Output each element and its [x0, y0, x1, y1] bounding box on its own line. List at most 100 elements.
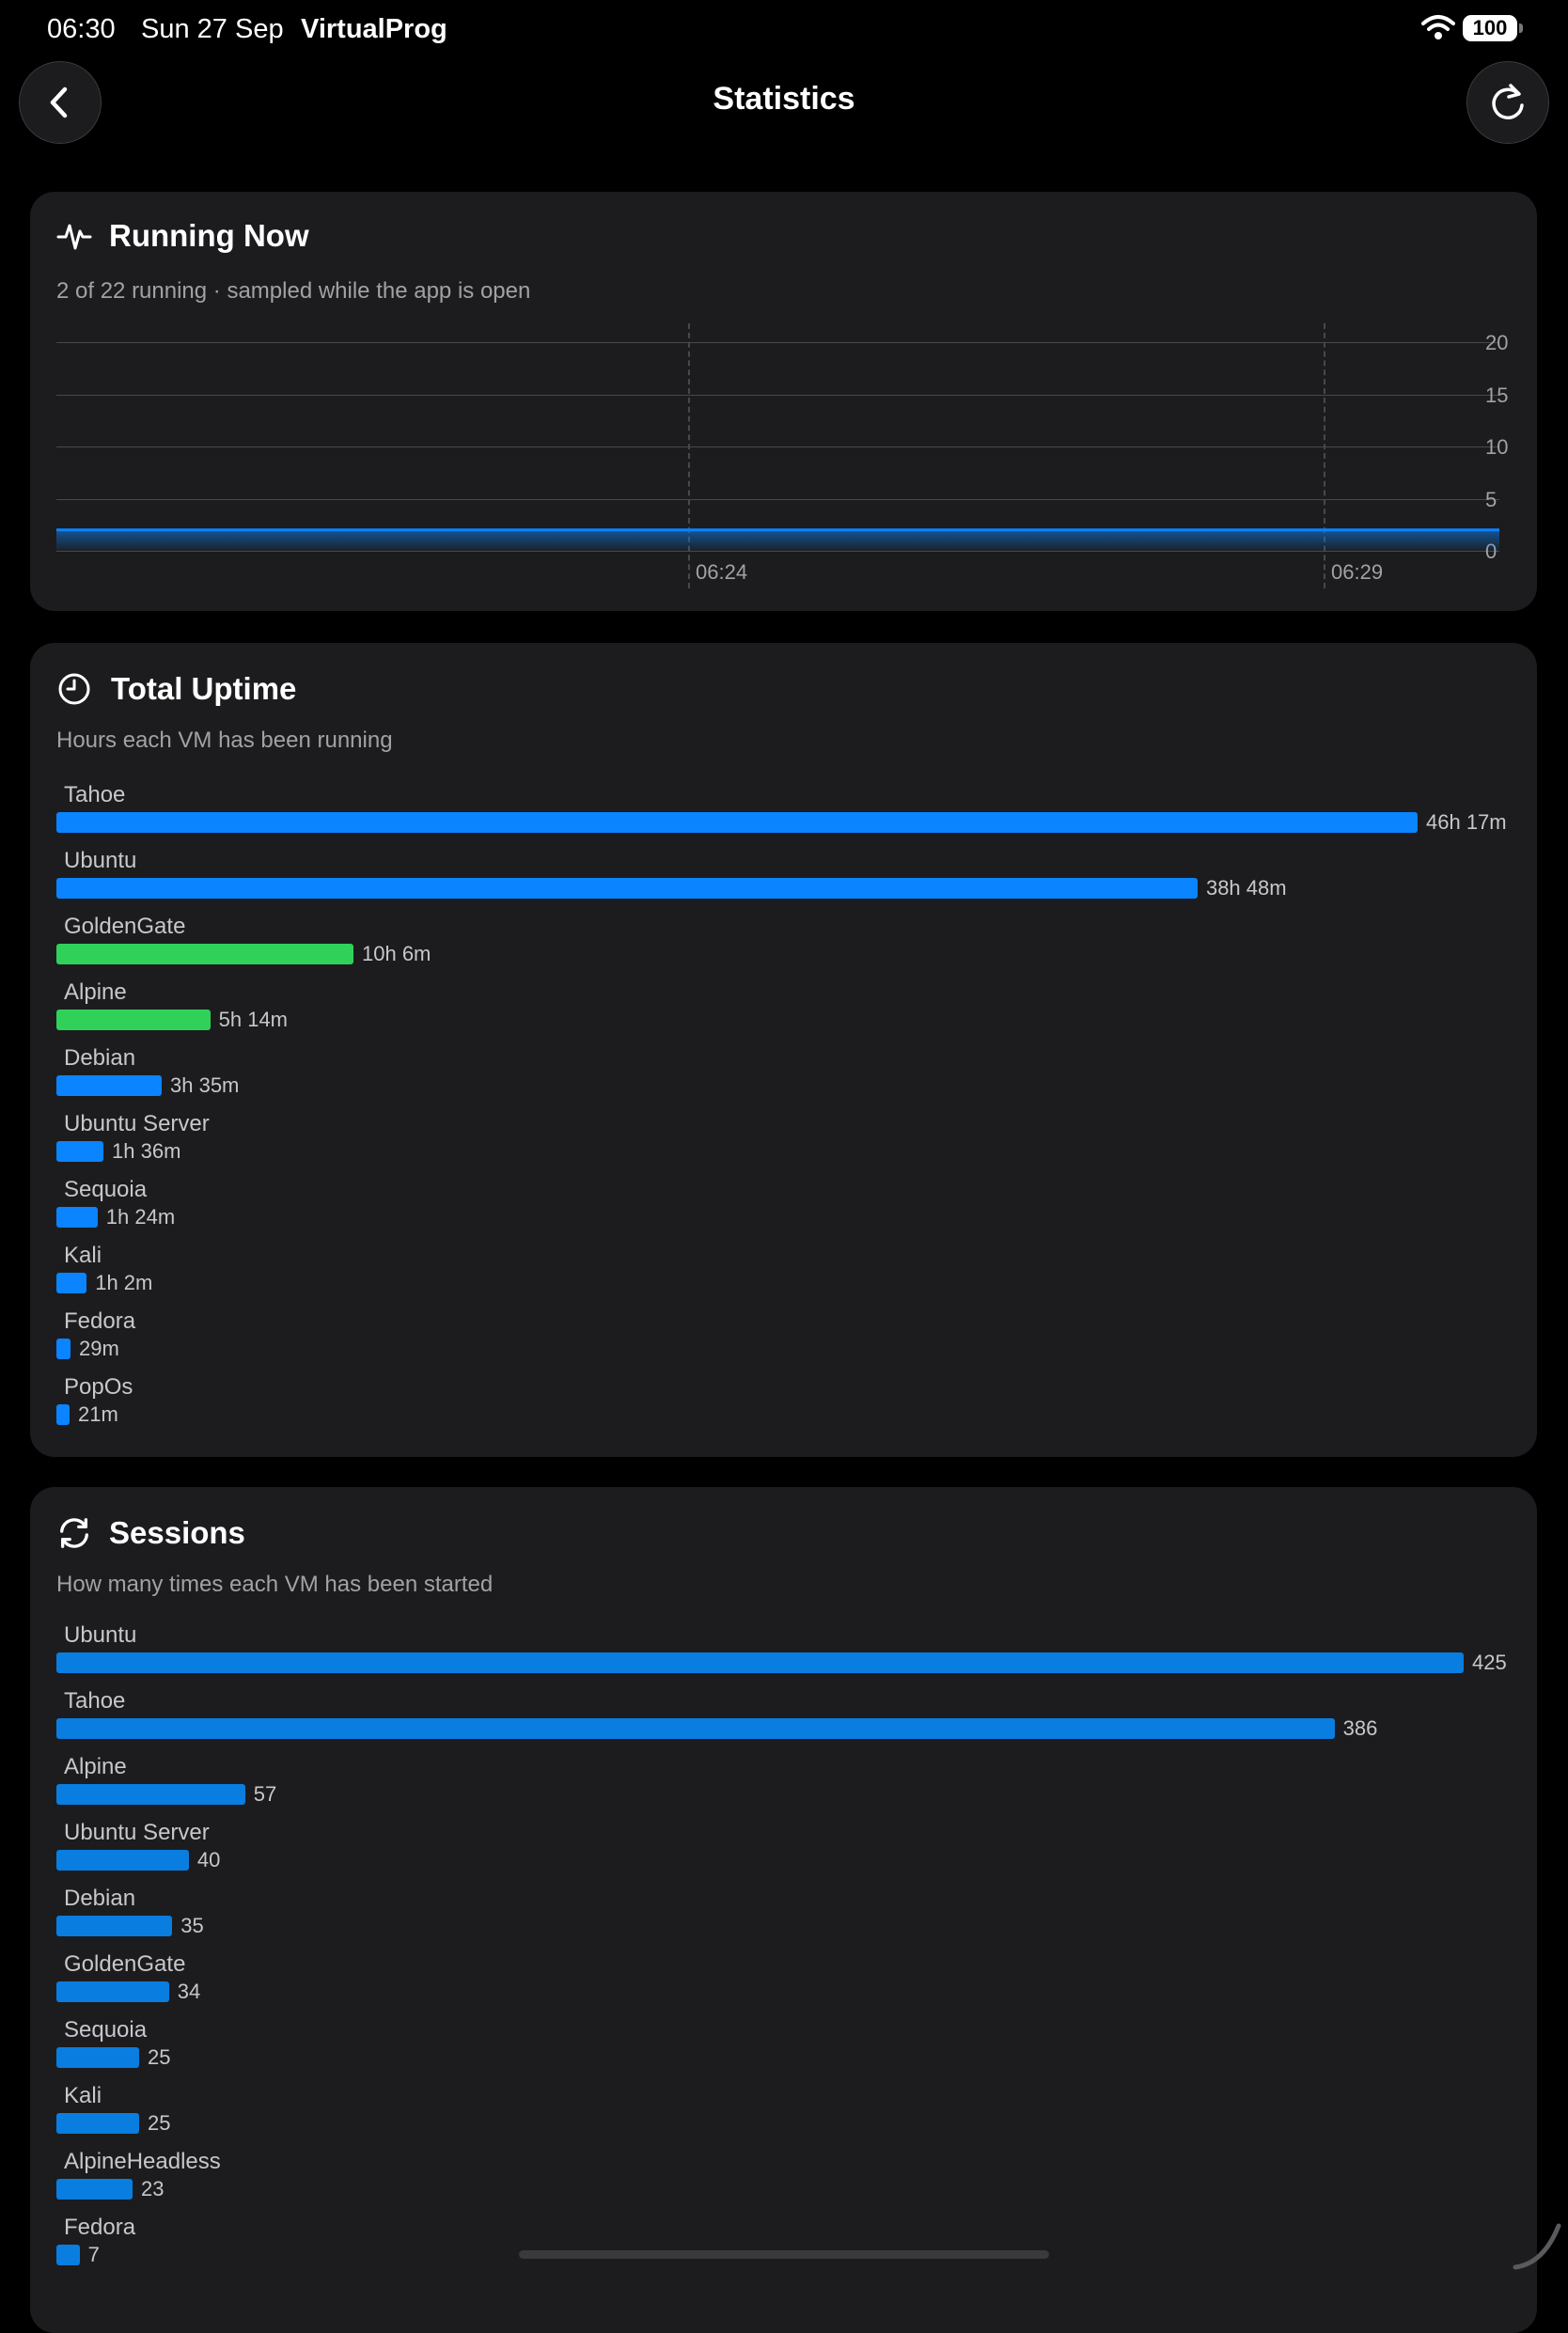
bar	[56, 1075, 162, 1096]
bar	[56, 1784, 245, 1805]
bar-label: Alpine	[64, 1754, 127, 1779]
x-tick-line	[688, 323, 690, 588]
bar	[56, 878, 1198, 899]
bar-label: Sequoia	[64, 2017, 148, 2043]
gridline	[56, 395, 1499, 396]
gridline	[56, 342, 1499, 343]
status-bar: 06:30 Sun 27 Sep VirtualProg 100	[0, 0, 1568, 60]
battery-indicator: 100	[1463, 15, 1523, 41]
running-area-fill	[56, 529, 1499, 551]
status-app-name: VirtualProg	[301, 14, 447, 44]
bar-value-label: 23	[141, 2177, 165, 2200]
total-uptime-title: Total Uptime	[111, 671, 297, 706]
bar	[56, 1404, 70, 1425]
x-tick-line	[1324, 323, 1325, 588]
sync-arrows-icon	[60, 1518, 88, 1548]
bar-value-label: 35	[180, 1914, 204, 1937]
bar-value-label: 57	[253, 1782, 277, 1806]
bar-label: Tahoe	[64, 1688, 126, 1714]
bar	[56, 1273, 87, 1293]
home-indicator[interactable]	[519, 2250, 1049, 2259]
refresh-icon	[1492, 84, 1524, 120]
bar-label: GoldenGate	[64, 1951, 186, 1977]
resize-corner-icon[interactable]	[1512, 2218, 1564, 2271]
bar-label: Ubuntu Server	[64, 1820, 210, 1845]
bar-value-label: 25	[148, 2045, 171, 2069]
total-uptime-card: Total Uptime Hours each VM has been runn…	[30, 643, 1537, 1457]
running-area-series	[56, 528, 1499, 551]
chevron-left-icon	[50, 86, 68, 118]
back-button[interactable]	[19, 61, 102, 144]
bar-value-label: 3h 35m	[170, 1073, 240, 1097]
bar-label: Ubuntu	[64, 848, 137, 873]
y-tick-label: 20	[1485, 331, 1509, 354]
running-now-card: Running Now 2 of 22 running · sampled wh…	[30, 192, 1537, 611]
bar	[56, 1916, 173, 1936]
bar-value-label: 1h 2m	[95, 1271, 153, 1294]
bar	[56, 1207, 98, 1228]
bar-label: Alpine	[64, 979, 127, 1005]
activity-pulse-icon	[56, 224, 92, 250]
bar	[56, 1339, 71, 1359]
bar-value-label: 25	[148, 2111, 171, 2135]
bar	[56, 2245, 80, 2265]
status-date: Sun 27 Sep	[141, 14, 284, 44]
gridline	[56, 446, 1499, 447]
bar	[56, 944, 353, 964]
sessions-subtitle: How many times each VM has been started	[56, 1572, 494, 1597]
bar-value-label: 21m	[78, 1402, 118, 1426]
bar-value-label: 40	[196, 1848, 221, 1871]
bar-label: Kali	[64, 1243, 102, 1268]
bar-label: Sequoia	[64, 1177, 148, 1202]
bar-value-label: 425	[1472, 1651, 1507, 1674]
bar	[56, 1850, 189, 1871]
sessions-title: Sessions	[109, 1515, 245, 1550]
bar-value-label: 38h 48m	[1205, 876, 1287, 900]
bar	[56, 812, 1418, 833]
bar-value-label: 1h 24m	[105, 1205, 176, 1229]
y-tick-label: 10	[1485, 435, 1509, 459]
clock-icon	[58, 673, 90, 705]
gridline	[56, 551, 1499, 552]
bar	[56, 1718, 1335, 1739]
bar	[56, 1652, 1464, 1673]
bar	[56, 1010, 211, 1030]
bar-value-label: 5h 14m	[218, 1008, 289, 1031]
sessions-card: Sessions How many times each VM has been…	[30, 1487, 1537, 2333]
y-tick-label: 15	[1485, 384, 1509, 407]
bar	[56, 2047, 140, 2068]
bar-label: Ubuntu Server	[64, 1111, 210, 1136]
bar-label: Kali	[64, 2083, 102, 2108]
bar	[56, 1981, 169, 2002]
bar-label: Tahoe	[64, 782, 126, 807]
total-uptime-subtitle: Hours each VM has been running	[56, 728, 393, 753]
bar-value-label: 34	[177, 1980, 201, 2003]
bar-label: Debian	[64, 1045, 136, 1071]
bar-label: AlpineHeadless	[64, 2149, 221, 2174]
bar-label: Ubuntu	[64, 1622, 137, 1648]
bar-label: Debian	[64, 1886, 136, 1911]
bar-label: PopOs	[64, 1374, 133, 1400]
bar-value-label: 46h 17m	[1426, 810, 1507, 834]
wifi-icon	[1421, 15, 1455, 39]
bar-value-label: 386	[1342, 1716, 1378, 1740]
bar-value-label: 10h 6m	[362, 942, 431, 965]
x-tick-label: 06:24	[696, 560, 748, 584]
bar-value-label: 1h 36m	[112, 1139, 181, 1163]
bar	[56, 1141, 104, 1162]
running-now-subtitle: 2 of 22 running · sampled while the app …	[56, 278, 531, 304]
refresh-button[interactable]	[1466, 61, 1549, 144]
bar	[56, 2179, 133, 2200]
x-tick-label: 06:29	[1331, 560, 1384, 584]
battery-level: 100	[1472, 16, 1508, 39]
bar	[56, 2113, 140, 2134]
page-title: Statistics	[713, 81, 855, 117]
y-tick-label: 5	[1485, 488, 1497, 511]
bar-value-label: 7	[87, 2243, 100, 2266]
running-now-title: Running Now	[109, 218, 309, 253]
bar-label: Fedora	[64, 2215, 136, 2240]
bar-label: GoldenGate	[64, 914, 186, 939]
bar-value-label: 29m	[79, 1337, 119, 1360]
status-time: 06:30	[47, 14, 116, 44]
bar-label: Fedora	[64, 1308, 136, 1334]
